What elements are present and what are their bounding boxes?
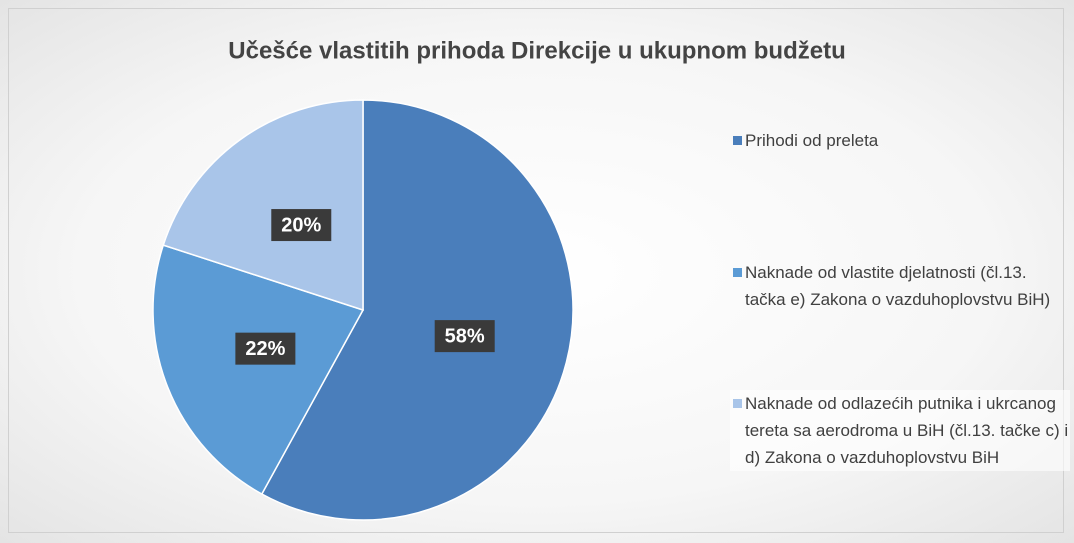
chart-frame [8, 8, 1064, 533]
legend-item: Naknade od vlastite djelatnosti (čl.13. … [730, 259, 1070, 313]
data-label-box [434, 320, 495, 353]
pie-slice [260, 99, 574, 521]
data-label-box [271, 209, 332, 242]
legend-swatch [733, 268, 742, 277]
legend-swatch [733, 399, 742, 408]
data-label: 20% [281, 214, 321, 236]
pie-slice [162, 99, 364, 312]
data-label: 58% [445, 325, 485, 347]
legend-label: Prihodi od preleta [745, 131, 879, 150]
pie-slice [152, 244, 365, 496]
legend-label: Naknade od vlastite djelatnosti (čl.13. … [745, 263, 1051, 309]
legend-item: Naknade od odlazećih putnika i ukrcanog … [730, 390, 1070, 471]
legend-label: Naknade od odlazećih putnika i ukrcanog … [745, 394, 1069, 467]
chart-title: Učešće vlastitih prihoda Direkcije u uku… [228, 37, 845, 64]
legend-swatch [733, 136, 742, 145]
data-label-box [235, 332, 296, 365]
data-label: 22% [245, 338, 285, 360]
legend-item: Prihodi od preleta [730, 127, 1070, 154]
